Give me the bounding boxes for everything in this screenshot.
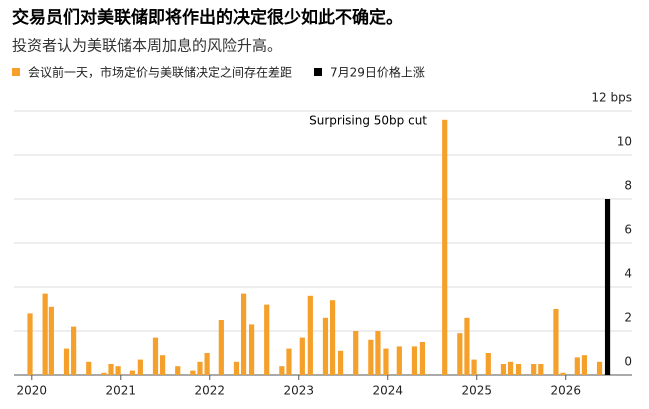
bar xyxy=(604,199,611,375)
chart-subtitle: 投资者认为美联储本周加息的风险升高。 xyxy=(12,37,282,55)
bar xyxy=(419,342,426,375)
bar xyxy=(42,293,48,375)
bar xyxy=(464,317,470,375)
bar xyxy=(86,361,92,375)
y-tick-label: 12 bps xyxy=(591,91,632,105)
bar xyxy=(129,370,135,375)
bar xyxy=(240,293,247,375)
x-tick-label: 2024 xyxy=(372,384,403,398)
bar xyxy=(286,348,292,375)
x-tick-label: 2025 xyxy=(461,384,492,398)
bar xyxy=(538,364,544,375)
y-tick-label: 6 xyxy=(624,223,632,237)
bar xyxy=(507,361,514,375)
bar xyxy=(152,337,159,375)
bar xyxy=(574,357,580,375)
bar xyxy=(115,366,121,375)
y-tick-label: 2 xyxy=(624,311,632,325)
bar xyxy=(299,337,305,375)
bar xyxy=(531,364,537,375)
y-tick-label: 4 xyxy=(624,267,632,281)
bar xyxy=(471,359,477,375)
legend-swatch xyxy=(314,68,323,76)
bar xyxy=(596,361,603,375)
x-tick-label: 2021 xyxy=(106,384,137,398)
y-tick-label: 10 xyxy=(617,135,632,149)
bar xyxy=(485,353,491,375)
x-tick-label: 2020 xyxy=(17,384,48,398)
bar xyxy=(368,339,374,375)
bar xyxy=(581,355,588,375)
legend-label: 7月29日价格上涨 xyxy=(330,65,425,80)
bar xyxy=(160,355,166,375)
bar xyxy=(204,353,210,375)
bar xyxy=(329,300,336,375)
x-tick-label: 2023 xyxy=(283,384,314,398)
bar xyxy=(264,304,270,375)
bar xyxy=(337,350,344,375)
bar xyxy=(48,306,54,375)
bar xyxy=(411,346,418,375)
chart-title: 交易员们对美联储即将作出的决定很少如此不确定。 xyxy=(12,7,403,28)
bar xyxy=(101,372,107,375)
bar xyxy=(457,333,463,375)
legend-label: 会议前一天，市场定价与美联储决定之间存在差距 xyxy=(28,65,292,80)
annotation: Surprising 50bp cut xyxy=(309,114,427,128)
bar xyxy=(190,370,196,375)
bar xyxy=(322,317,329,375)
bar xyxy=(353,331,359,375)
bar xyxy=(137,359,143,375)
bar xyxy=(553,309,559,375)
bar xyxy=(175,366,181,375)
bar xyxy=(515,364,522,375)
bar xyxy=(307,295,313,375)
bar xyxy=(500,364,507,375)
bar xyxy=(248,324,255,375)
bar xyxy=(197,361,203,375)
bar xyxy=(279,366,285,375)
bar xyxy=(375,331,381,375)
legend-swatch xyxy=(12,68,20,76)
bar xyxy=(63,348,70,375)
x-tick-label: 2022 xyxy=(195,384,226,398)
bar xyxy=(218,320,224,375)
bar xyxy=(383,348,389,375)
bar xyxy=(442,119,448,375)
bar xyxy=(108,364,114,375)
bar xyxy=(27,313,33,375)
bar xyxy=(233,361,240,375)
y-tick-label: 8 xyxy=(624,179,632,193)
bar xyxy=(560,372,566,375)
x-tick-label: 2026 xyxy=(550,384,581,398)
bar xyxy=(396,346,402,375)
y-tick-label: 0 xyxy=(624,355,632,369)
bar xyxy=(71,326,77,375)
